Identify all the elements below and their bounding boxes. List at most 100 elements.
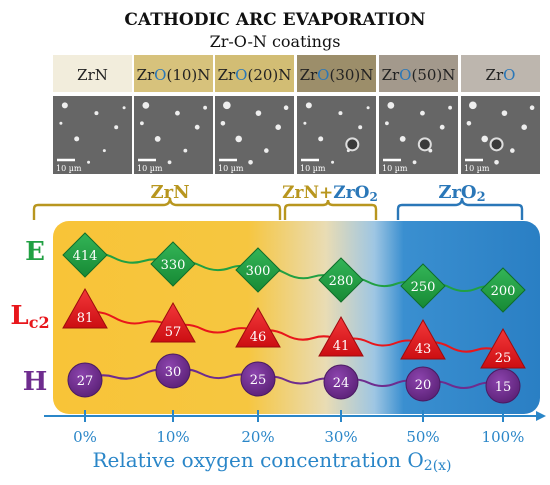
sample-swatch <box>53 55 132 92</box>
marker-e-diamond <box>318 257 364 303</box>
scale-bar-label: 10 µm <box>300 164 326 173</box>
marker-value-e: 200 <box>491 284 516 299</box>
figure-subtitle: Zr-O-N coatings <box>210 32 341 51</box>
sem-droplet <box>412 160 417 165</box>
phase-zro2: ZrO2 <box>396 182 524 220</box>
sem-droplet <box>387 101 395 109</box>
sem-droplet <box>275 124 282 130</box>
sample-label-rest: (10)N <box>166 66 210 84</box>
phase-label-zrn: ZrN <box>150 182 189 203</box>
sample-swatch <box>379 55 458 92</box>
marker-value-h: 24 <box>333 376 350 391</box>
scale-bar-label: 10 µm <box>464 164 490 173</box>
sem-droplet <box>494 160 499 165</box>
sample-2: ZrO(20)N 10 µm <box>215 55 294 174</box>
phase-label-zro2-sub: 2 <box>477 190 486 205</box>
sample-swatch <box>461 55 540 92</box>
sample-4: ZrO(50)N 10 µm <box>379 55 458 174</box>
sample-label: ZrO <box>486 66 516 84</box>
sem-droplet <box>220 121 226 126</box>
sem-droplet <box>154 136 161 142</box>
sem-droplet <box>358 125 363 130</box>
sample-1: ZrO(10)N 10 µm <box>134 55 213 174</box>
sample-swatch <box>215 55 294 92</box>
property-markers: 414 330 300 280 250 200 81 57 46 41 43 25 27 30 25 24 20… <box>62 232 526 404</box>
sem-crater <box>345 137 360 152</box>
marker-lc2-triangle <box>235 306 281 348</box>
scale-bar-label: 10 µm <box>56 164 82 173</box>
x-tick-label: 30% <box>324 428 357 446</box>
marker-e-diamond <box>150 241 196 287</box>
sample-label: ZrO(30)N <box>300 66 374 84</box>
marker-h-circle <box>485 368 521 404</box>
sample-label-rest: N <box>95 66 108 84</box>
marker-h-circle <box>240 361 276 397</box>
x-tick-label: 0% <box>73 428 97 446</box>
sample-label-zr: Zr <box>300 66 318 84</box>
phase-label-sub: 2 <box>369 190 377 204</box>
sample-label: ZrO(50)N <box>382 66 456 84</box>
connector-lc2 <box>84 310 504 354</box>
sem-droplet <box>466 121 472 126</box>
row-label-lc2-sub: c2 <box>29 313 50 332</box>
sem-droplet <box>331 160 335 164</box>
property-panel <box>53 221 540 414</box>
sample-label-zr: Zr <box>137 66 155 84</box>
sample-label-rest: (30)N <box>329 66 373 84</box>
sem-droplet <box>74 136 80 142</box>
marker-value-lc2: 81 <box>77 311 94 326</box>
sem-droplet <box>338 111 343 116</box>
sample-label-o: O <box>399 66 411 84</box>
x-axis-title: Relative oxygen concentration O <box>92 448 423 472</box>
x-tick-label: 100% <box>482 428 525 446</box>
sem-droplet <box>469 101 477 110</box>
marker-e-diamond <box>62 232 108 278</box>
marker-value-h: 30 <box>165 365 182 380</box>
sem-droplet <box>61 102 68 109</box>
x-axis-arrow-icon <box>536 411 546 421</box>
scale-bar-label: 10 µm <box>218 164 244 173</box>
scale-bar-label: 10 µm <box>382 164 408 173</box>
marker-lc2-triangle <box>62 287 108 329</box>
marker-value-h: 27 <box>77 374 94 389</box>
sem-droplet <box>255 110 262 116</box>
sem-droplet <box>167 160 172 165</box>
sem-droplet <box>264 148 269 153</box>
sample-5: ZrO 10 µm <box>461 55 540 174</box>
svg-text:ZrO2: ZrO2 <box>438 182 485 205</box>
sem-crater <box>489 137 504 152</box>
marker-h-circle <box>405 366 441 402</box>
svg-text:ZrN+ZrO2: ZrN+ZrO2 <box>282 183 378 204</box>
sample-label-zr: Zr <box>77 66 95 84</box>
sample-0: ZrN 10 µm <box>53 55 132 174</box>
sem-droplet <box>142 101 150 109</box>
phase-brace-mixed <box>283 199 378 220</box>
scale-bar-label: 10 µm <box>137 164 163 173</box>
marker-value-lc2: 43 <box>415 342 432 357</box>
marker-value-h: 20 <box>415 378 432 393</box>
marker-value-lc2: 57 <box>165 325 182 340</box>
sample-label: ZrN <box>77 66 108 84</box>
sem-droplet <box>114 125 119 130</box>
phase-label-zrn-plus: ZrN+ <box>282 183 333 203</box>
sample-label-o: O <box>154 66 166 84</box>
sem-crater <box>417 137 432 152</box>
phase-label-zro2: ZrO <box>438 182 476 203</box>
marker-value-lc2: 41 <box>333 339 350 354</box>
sem-droplet <box>235 135 242 143</box>
sem-droplet <box>248 160 253 165</box>
phase-brace-zro2 <box>396 197 524 220</box>
sample-label: ZrO(20)N <box>218 66 292 84</box>
sem-droplet <box>510 148 515 153</box>
sem-droplet <box>399 136 406 142</box>
phase-zrn: ZrN <box>32 182 282 220</box>
sem-droplet <box>87 160 91 164</box>
sem-droplet <box>385 121 389 126</box>
marker-lc2-triangle <box>400 318 446 360</box>
row-label-e: E <box>25 237 45 267</box>
sem-droplet <box>366 106 370 110</box>
sem-droplet <box>140 121 144 126</box>
sample-label-rest: (50)N <box>411 66 455 84</box>
